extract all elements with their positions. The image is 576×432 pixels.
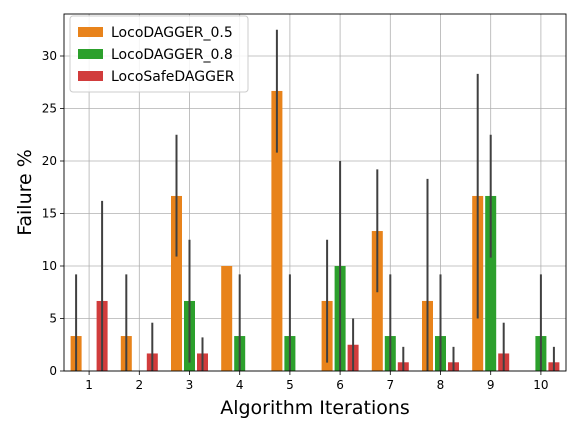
x-tick-label: 4 [236,378,244,392]
bar [371,231,383,371]
legend-label: LocoDAGGER_0.5 [111,25,233,41]
legend-swatch [78,49,103,59]
legend-label: LocoDAGGER_0.8 [111,47,233,63]
x-tick-label: 1 [85,378,93,392]
x-tick-label: 3 [186,378,194,392]
x-tick-label: 8 [437,378,445,392]
bar [485,195,497,371]
y-ticks: 0 5 10 15 20 25 30 [42,49,64,378]
bar [221,266,233,371]
y-tick-label: 20 [42,154,57,168]
legend: LocoDAGGER_0.5 LocoDAGGER_0.8 LocoSafeDAGG… [69,15,249,93]
error-bars [75,29,555,371]
legend-label: LocoSafeDAGGER [111,69,235,85]
legend-box [69,15,249,93]
bars [70,90,560,371]
y-tick-label: 30 [42,49,57,63]
x-tick-label: 9 [487,378,495,392]
legend-swatch [78,27,103,37]
bar [171,195,182,371]
x-tick-label: 2 [135,378,143,392]
bar [271,90,283,371]
x-ticks: 1 2 3 4 5 6 7 8 9 10 [85,371,549,392]
axes [63,13,567,372]
y-tick-label: 10 [42,259,57,273]
x-tick-label: 10 [533,378,548,392]
y-tick-label: 15 [42,207,57,221]
y-tick-label: 0 [49,364,57,378]
x-tick-label: 6 [336,378,344,392]
x-axis-label: Algorithm Iterations [220,397,410,419]
x-tick-label: 7 [386,378,394,392]
legend-swatch [78,71,103,81]
y-tick-label: 25 [42,102,57,116]
y-tick-label: 5 [49,312,57,326]
x-tick-label: 5 [286,378,294,392]
plot-frame [63,13,567,372]
y-axis-label: Failure % [14,149,36,236]
